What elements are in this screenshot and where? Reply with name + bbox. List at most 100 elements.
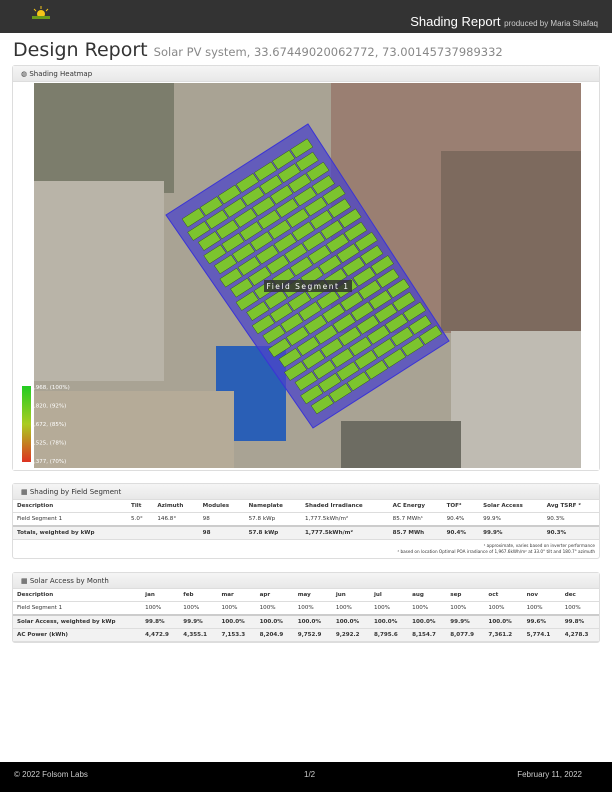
solar-module [273,233,297,253]
solar-module [250,231,274,251]
column-header: mar [217,589,256,602]
solar-module [255,244,279,265]
solar-module [217,184,241,205]
table-cell: 99.9% [479,525,543,540]
segment-label[interactable]: Field Segment 1 [264,280,352,292]
table-cell: 100% [370,601,409,616]
footer: © 2022 Folsom Labs 1/2 February 11, 2022 [0,762,612,792]
solar-module [314,324,338,345]
column-header: TOF² [442,500,480,513]
table-cell: 100.0% [331,614,370,629]
solar-module [239,221,263,241]
table-cell: 99.9% [446,614,485,629]
solar-module [230,277,254,298]
table-cell: 4,355.1 [179,628,218,642]
solar-module [214,254,238,275]
solar-module [284,243,308,263]
legend-label: ,672, (85%) [34,422,66,428]
solar-module [386,278,410,299]
solar-module [408,315,432,335]
table-cell: 100.0% [255,614,294,629]
months-title: Solar Access by Month [29,577,109,585]
solar-module [403,301,427,322]
solar-module [278,347,302,368]
solar-module [199,196,223,216]
solar-module [300,384,324,405]
solar-module [248,266,272,286]
solar-module [287,291,312,311]
solar-module [275,198,299,218]
column-header: Azimuth [153,500,199,513]
solar-module [312,359,336,380]
table-cell: 100.0% [408,614,447,629]
table-cell: 1,777.5kWh/m² [301,512,389,527]
column-header: AC Energy [388,500,443,513]
table-cell: 90.4% [442,525,480,540]
solar-module [322,185,346,205]
column-header: Nameplate [244,500,301,513]
legend-label: ,820, (92%) [34,404,66,410]
solar-module [267,337,292,358]
solar-module [264,289,288,310]
solar-module [291,221,315,242]
table-cell: 99.8% [141,614,180,629]
solar-module [241,186,265,207]
column-header: feb [179,589,218,602]
table-cell: 100% [522,601,561,616]
table-cell: Field Segment 1 [13,601,142,616]
solar-module [205,209,229,230]
solar-module [316,289,340,310]
solar-module [419,325,443,345]
summary-row: Solar Access, weighted by kWp 99.8% 99.9% 1… [13,614,599,629]
table-cell: 85.7 MWh [388,525,443,540]
solar-module [293,186,317,207]
solar-module [344,221,368,242]
solar-module [365,359,389,380]
solar-module [288,173,312,193]
solar-module [352,266,376,287]
solar-module [384,313,409,334]
heatmap-panel: ◍ Shading Heatmap Field Segment 1 ,968, … [12,65,600,471]
solar-module [390,326,414,347]
solar-module [203,244,227,265]
table-cell: 99.6% [522,614,561,629]
solar-module [298,301,322,322]
column-header: jul [370,589,409,602]
solar-module [306,161,330,182]
heatmap-map[interactable]: Field Segment 1 ,968, (100%) ,820, (92%),… [13,82,599,470]
table-cell: Field Segment 1 [13,512,128,527]
totals-row: Totals, weighted by kWp 98 57.8 kWp 1,777.5… [13,525,599,540]
table-cell: 5.0° [127,512,154,527]
solar-module [223,198,247,218]
segments-panel: ▦ Shading by Field Segment Description Ti… [12,483,600,559]
solar-module [272,150,296,170]
column-header: Tilt [127,500,154,513]
report-date: February 11, 2022 [517,770,582,779]
copyright: © 2022 Folsom Labs [14,770,88,779]
solar-module [286,208,310,228]
table-cell: 7,361.2 [484,628,523,642]
solar-module [340,291,364,312]
solar-module [342,256,366,277]
legend-label: ,377, (70%) [34,459,66,465]
months-table: Description jan feb mar apr may jun jul aug sep oc… [13,589,599,642]
report-title: Shading Report [410,14,501,29]
table-icon: ▦ [21,488,28,496]
solar-module [296,336,320,356]
table-cell: 100% [408,601,447,616]
solar-module [392,291,416,312]
table-cell: 99.8% [560,614,599,629]
solar-module [235,291,259,311]
legend-label: ,968, (100%) [34,385,70,391]
svg-text:Field Segment 1: Field Segment 1 [266,282,349,291]
table-cell: 57.8 kWp [244,512,301,527]
solar-module [336,243,360,263]
solar-module [318,373,342,393]
table-cell: 100.0% [484,614,523,629]
table-cell: Solar Access, weighted by kWp [13,614,142,629]
table-cell [153,525,199,540]
table-cell: 98 [198,512,245,527]
table-cell: 100% [331,601,370,616]
column-header: Shaded Irradiance [301,500,389,513]
solar-module [252,196,276,217]
